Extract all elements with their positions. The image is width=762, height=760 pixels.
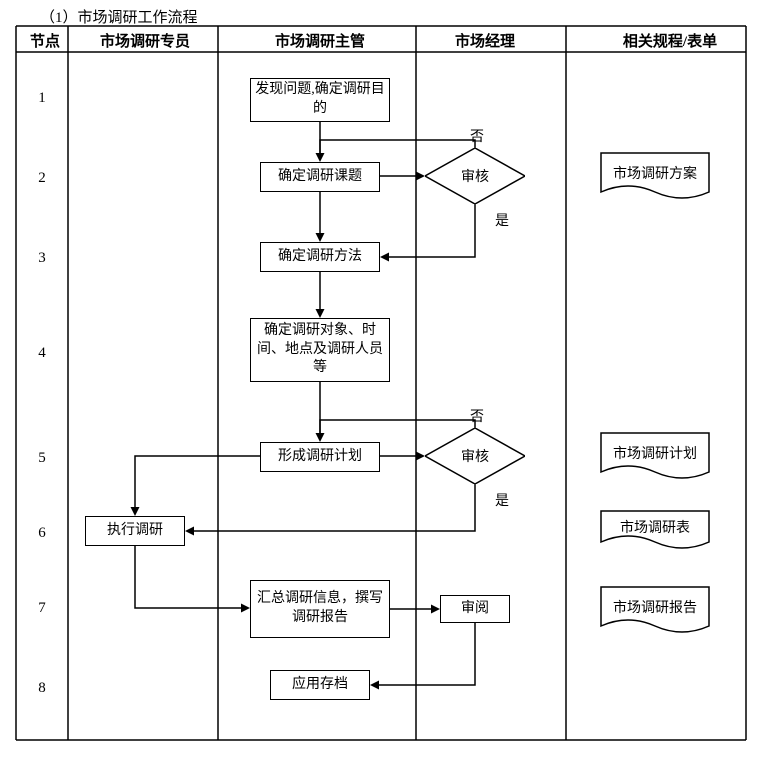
row-num-1: 1 [32,90,52,107]
box-4-define-object: 确定调研对象、时间、地点及调研人员等 [250,318,390,382]
col-header-supervisor: 市场调研主管 [250,30,390,51]
box-2-define-topic: 确定调研课题 [260,162,380,192]
row-num-5: 5 [32,450,52,467]
row-num-7: 7 [32,600,52,617]
row-num-3: 3 [32,250,52,267]
col-header-forms: 相关规程/表单 [595,30,745,51]
col-header-node: 节点 [20,30,70,51]
row-num-8: 8 [32,680,52,697]
box-6-execute: 执行调研 [85,516,185,546]
box-1-identify-problem: 发现问题,确定调研目的 [250,78,390,122]
row-num-2: 2 [32,170,52,187]
doc-research-report: 市场调研报告 [600,586,710,638]
doc-4-text: 市场调研报告 [613,600,697,625]
decision-2-audit: 审核 [425,428,525,484]
doc-research-plan: 市场调研计划 [600,432,710,484]
decision-1-label: 审核 [425,148,525,204]
row-num-6: 6 [32,525,52,542]
doc-research-scheme: 市场调研方案 [600,152,710,204]
box-8-archive: 应用存档 [270,670,370,700]
label-yes-2: 是 [495,490,509,510]
box-7-summarize: 汇总调研信息，撰写调研报告 [250,580,390,638]
doc-1-text: 市场调研方案 [613,166,697,191]
label-yes-1: 是 [495,210,509,230]
decision-1-audit: 审核 [425,148,525,204]
col-header-manager: 市场经理 [430,30,540,51]
label-no-1: 否 [470,126,484,146]
box-3-define-method: 确定调研方法 [260,242,380,272]
box-review: 审阅 [440,595,510,623]
diagram-title: （1）市场调研工作流程 [40,6,198,27]
col-header-specialist: 市场调研专员 [85,30,205,51]
decision-2-label: 审核 [425,428,525,484]
box-5-form-plan: 形成调研计划 [260,442,380,472]
row-num-4: 4 [32,345,52,362]
doc-3-text: 市场调研表 [620,520,690,545]
label-no-2: 否 [470,406,484,426]
doc-2-text: 市场调研计划 [613,446,697,471]
doc-research-form: 市场调研表 [600,510,710,554]
